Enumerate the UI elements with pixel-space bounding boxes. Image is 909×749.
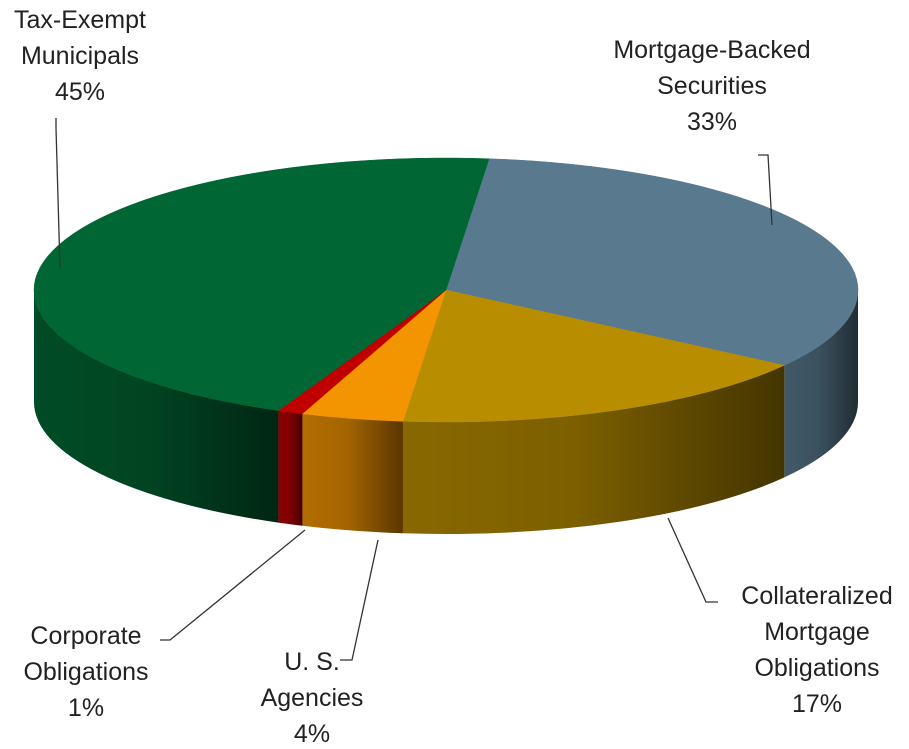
- slice-label-0: Mortgage-Backed: [613, 36, 810, 64]
- leader-line-3: [160, 529, 306, 641]
- slice-percent-1: 17%: [792, 690, 842, 718]
- pie-slice-1: [402, 289, 786, 423]
- pie-side-walls: [34, 290, 858, 535]
- pie-top-faces: [33, 157, 859, 423]
- slice-label-3: Obligations: [23, 658, 148, 686]
- slice-percent-0: 33%: [687, 108, 737, 136]
- slice-label-4: Tax-Exempt: [14, 6, 146, 34]
- leader-line-2: [340, 539, 379, 661]
- pie-slice-4: [33, 157, 490, 411]
- leader-line-1: [667, 517, 718, 603]
- slice-label-4: Municipals: [21, 42, 139, 70]
- pie-side-shade-1-0: [402, 365, 785, 535]
- pie-side-shade-4-0: [34, 290, 279, 523]
- slice-percent-2: 4%: [294, 720, 330, 748]
- slice-labels: Mortgage-Backed Securities 33% Collateraliz…: [14, 6, 893, 748]
- slice-label-2: U. S.: [284, 648, 340, 676]
- leader-line-4: [55, 118, 61, 269]
- slice-label-2: Agencies: [261, 684, 364, 712]
- slice-label-0: Securities: [657, 72, 767, 100]
- slice-label-1: Mortgage: [764, 618, 870, 646]
- slice-label-1: Obligations: [754, 654, 879, 682]
- pie-slice-0: [445, 158, 859, 366]
- pie-side-shade-0-0: [784, 290, 858, 478]
- slice-percent-3: 1%: [68, 694, 104, 722]
- pie-side-shade-2-0: [302, 413, 403, 534]
- pie-side-shade-3-0: [278, 410, 303, 526]
- slice-label-1: Collateralized: [741, 582, 892, 610]
- slice-label-3: Corporate: [30, 622, 141, 650]
- slice-percent-4: 45%: [55, 78, 105, 106]
- leader-lines: [55, 118, 773, 661]
- leader-line-0: [758, 154, 773, 226]
